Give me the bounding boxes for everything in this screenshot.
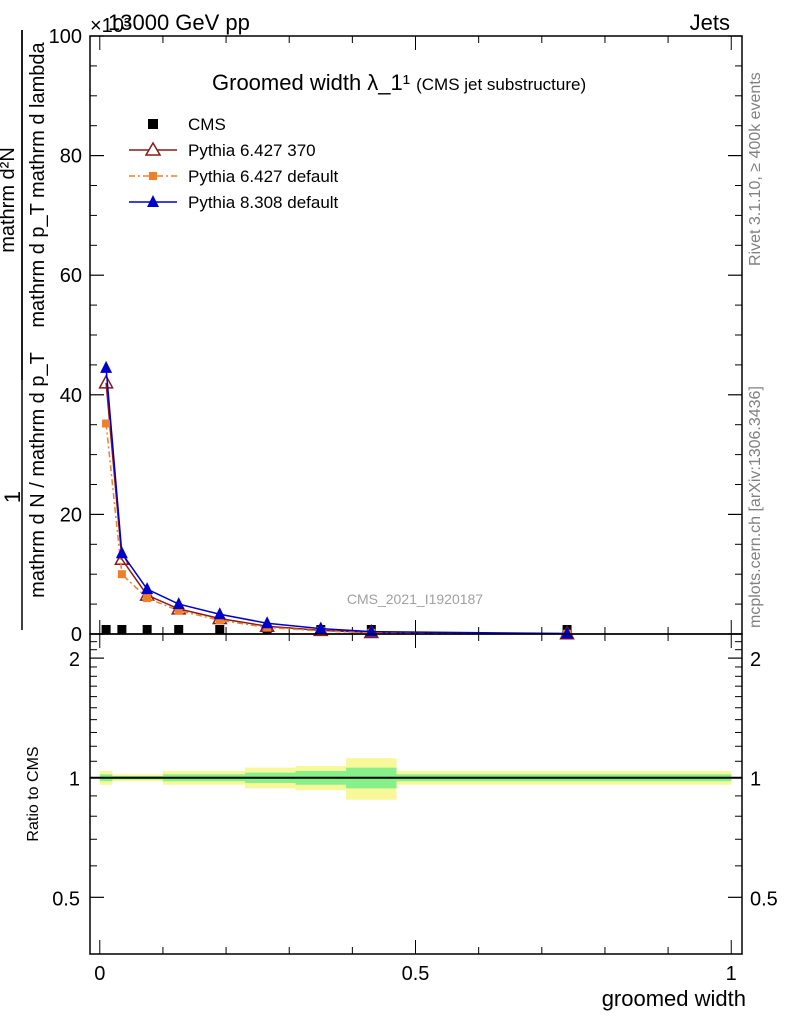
legend-label-py8_default: Pythia 8.308 default	[188, 193, 339, 212]
chart-title: Groomed width λ_1¹ (CMS jet substructure)	[212, 70, 586, 95]
point-py6_default	[102, 419, 111, 428]
point-cms	[215, 625, 225, 634]
point-py8_default	[100, 360, 113, 373]
ratio-xtick-label: 0.5	[402, 963, 430, 985]
ratio-ytick-label: 1	[69, 769, 80, 791]
legend-marker-py6_370	[144, 141, 162, 156]
legend-marker-py8_default	[147, 195, 159, 207]
point-py8_default	[172, 597, 185, 610]
legend-label-py6_370: Pythia 6.427 370	[188, 141, 316, 160]
main-ytick-label: 40	[60, 385, 82, 407]
energy-label: 13000 GeV pp	[108, 10, 250, 35]
legend-label-py6_default: Pythia 6.427 default	[188, 167, 339, 186]
legend-label-cms: CMS	[188, 115, 226, 134]
ratio-ylabel: Ratio to CMS	[25, 746, 42, 841]
point-cms	[117, 625, 127, 634]
main-ytick-label: 0	[71, 624, 82, 646]
ratio-uncertainty-bands	[90, 758, 742, 800]
ratio-axis-ticks: 0.5 0.5 1 1 2 2 0 0.5 1	[52, 634, 778, 985]
analysis-watermark: CMS_2021_I1920187	[347, 591, 483, 607]
point-cms	[142, 625, 152, 634]
ylabel-derivative-top: mathrm d²N	[0, 147, 19, 253]
main-ytick-label: 60	[60, 265, 82, 287]
series-line-py6_370	[105, 382, 568, 635]
ratio-ytick-label-right: 1	[750, 769, 761, 791]
ylabel-derivative-bottom: mathrm d p_T mathrm d lambda	[27, 41, 49, 327]
point-py6_370	[98, 374, 114, 389]
point-py8_default	[261, 616, 274, 629]
ylabel-fraction-denominator: mathrm d N / mathrm d p_T	[27, 352, 49, 598]
ylabel-fraction-numerator: 1	[0, 491, 25, 503]
exponent-label: ×10³	[90, 15, 131, 37]
ratio-plot-frame	[89, 633, 743, 955]
point-py6_default	[143, 594, 152, 603]
ratio-ytick-label-right: 0.5	[750, 888, 778, 910]
ratio-ytick-label-right: 2	[750, 649, 761, 671]
main-ytick-label: 20	[60, 504, 82, 526]
point-cms	[101, 625, 111, 634]
main-ytick-label: 80	[60, 146, 82, 168]
ratio-ytick-label: 2	[69, 649, 80, 671]
point-py8_default	[213, 607, 226, 620]
ratio-ytick-label: 0.5	[52, 888, 80, 910]
point-py8_default	[314, 621, 327, 634]
main-series-layer	[98, 360, 575, 640]
legend: CMS Pythia 6.427 370 Pythia 6.427 default P…	[129, 115, 339, 212]
point-py6_default	[215, 616, 224, 625]
point-py8_default	[561, 626, 574, 639]
main-ytick-label: 100	[49, 26, 82, 48]
point-py8_default	[115, 546, 128, 559]
point-py8_default	[141, 582, 154, 595]
legend-marker-cms	[148, 119, 158, 129]
rivet-label: Rivet 3.1.10, ≥ 400k events	[747, 72, 764, 266]
chart-title-main: Groomed width λ_1¹	[212, 70, 410, 95]
ratio-xtick-label: 1	[726, 963, 737, 985]
point-cms	[174, 625, 184, 634]
point-py6_default	[117, 570, 126, 579]
point-py6_default	[174, 606, 183, 615]
ratio-xtick-label: 0	[94, 963, 105, 985]
process-label: Jets	[690, 10, 730, 35]
main-ylabel: 1 mathrm d N / mathrm d p_T mathrm d²N m…	[0, 30, 49, 630]
main-axis-ticks: 0 20 40 60 80 100	[49, 26, 742, 646]
x-axis-label: groomed width	[602, 986, 746, 1011]
mcplots-label: mcplots.cern.ch [arXiv:1306.3436]	[747, 386, 764, 628]
series-line-py8_default	[105, 367, 568, 635]
chart-subtitle: (CMS jet substructure)	[416, 75, 586, 94]
legend-marker-py6_default	[149, 172, 157, 180]
